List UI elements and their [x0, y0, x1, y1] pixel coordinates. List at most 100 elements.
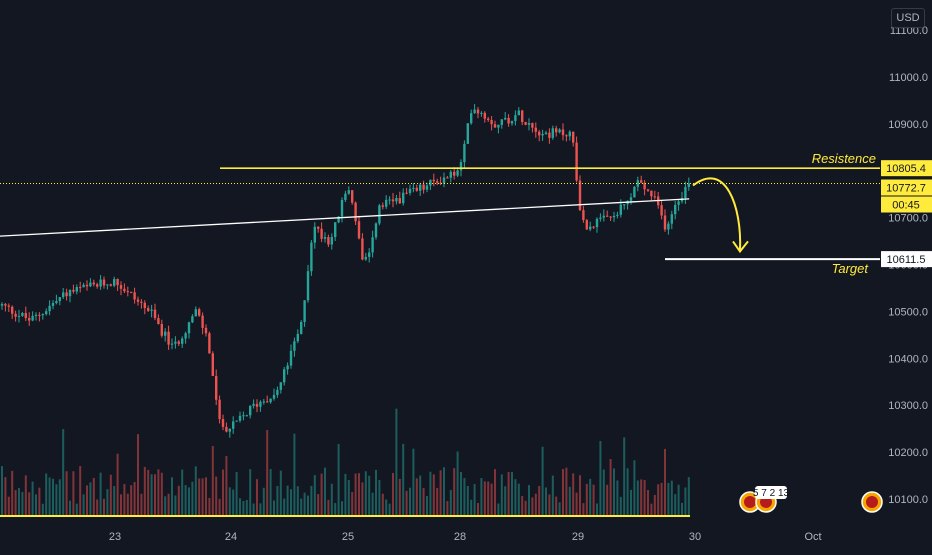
candle-body: [646, 189, 650, 191]
candle-body: [126, 291, 129, 293]
volume-bar: [164, 496, 167, 516]
candle-body: [306, 271, 310, 301]
candle-body: [473, 109, 476, 114]
candle-body: [436, 181, 439, 183]
volume-bar: [650, 503, 653, 516]
candle-body: [442, 177, 446, 184]
candle-body: [123, 288, 126, 292]
candle-body: [599, 217, 602, 219]
volume-bar: [398, 478, 401, 516]
candle-body: [140, 301, 143, 303]
currency-button[interactable]: USD: [891, 8, 925, 28]
candle-body: [201, 315, 204, 328]
candle-body: [72, 289, 75, 292]
volume-bar: [436, 487, 439, 516]
candle-body: [41, 314, 44, 316]
projection-arrow: [692, 177, 742, 251]
candle-body: [544, 132, 548, 134]
volume-bar: [11, 470, 14, 516]
volume-bar: [361, 482, 364, 516]
price-tick-label: 10400.0: [888, 353, 928, 365]
candle-body: [381, 205, 384, 207]
volume-bar: [466, 485, 469, 516]
volume-bar: [21, 491, 24, 516]
volume-bar: [113, 486, 116, 516]
volume-bar: [320, 473, 323, 516]
last-price-tag-bg: [881, 179, 932, 196]
volume-bar: [147, 469, 150, 516]
candle-body: [538, 131, 541, 136]
candle-body: [181, 338, 184, 344]
volume-bar: [548, 494, 551, 516]
candle-body: [17, 315, 21, 317]
candle-body: [300, 321, 303, 335]
candle-body: [157, 318, 160, 325]
volume-bar: [681, 502, 683, 516]
candle-body: [119, 285, 123, 289]
volume-bar: [7, 496, 10, 516]
candle-body: [524, 121, 527, 125]
event-badges[interactable]: 5 7 2 13: [739, 486, 883, 513]
candle-body: [456, 170, 459, 176]
volume-bar: [660, 482, 663, 516]
candle-body: [55, 301, 58, 304]
volume-bar: [167, 493, 170, 516]
volume-bar: [630, 489, 632, 516]
candle-body: [568, 131, 571, 137]
volume-bar: [259, 503, 262, 516]
candle-body: [221, 419, 225, 427]
volume-bar: [497, 503, 500, 516]
volume-bar: [239, 498, 241, 516]
candle-body: [415, 187, 418, 191]
price-tick-label: 11000.0: [889, 72, 928, 84]
volume-bar: [422, 487, 425, 516]
candle-body: [340, 200, 344, 217]
candle-body: [38, 314, 41, 316]
candle-body: [623, 204, 626, 206]
candle-body: [643, 182, 646, 190]
candle-body: [487, 118, 490, 120]
candle-body: [412, 187, 415, 189]
volume-bar: [38, 487, 41, 516]
candle-body: [408, 188, 412, 193]
candle-body: [198, 309, 201, 316]
target-price-tag-bg: [881, 251, 932, 268]
volume-bar: [429, 471, 432, 516]
volume-bar: [395, 408, 398, 516]
candle-body: [405, 192, 408, 194]
candle-body: [364, 256, 367, 260]
volume-bar: [1, 466, 3, 516]
volume-bar: [358, 473, 360, 516]
candle-body: [0, 304, 4, 306]
volume-bar: [106, 489, 109, 516]
candle-body: [279, 382, 282, 390]
candle-body: [660, 205, 663, 216]
candle-body: [204, 327, 208, 334]
volume-bar: [460, 472, 462, 516]
candle-body: [211, 353, 214, 376]
volume-bar: [126, 493, 129, 516]
volume-bar: [589, 478, 592, 516]
volume-bar: [375, 469, 377, 516]
candle-body: [235, 420, 238, 422]
candle-body: [62, 292, 65, 298]
volume-bar: [235, 471, 238, 516]
candle-body: [476, 109, 480, 114]
candle-body: [164, 331, 167, 336]
volume-bar: [521, 496, 524, 516]
candle-body: [463, 143, 466, 163]
candle-body: [249, 405, 252, 416]
resistance-price-tag-bg: [881, 160, 932, 177]
candle-body: [167, 331, 170, 345]
volume-bar: [528, 485, 530, 516]
candle-body: [449, 171, 452, 178]
volume-bar: [463, 478, 466, 516]
candle-body: [106, 284, 109, 286]
volume-bar: [92, 477, 95, 516]
volume-bar: [344, 473, 347, 516]
candle-body: [160, 324, 163, 336]
volume-bar: [137, 434, 139, 516]
